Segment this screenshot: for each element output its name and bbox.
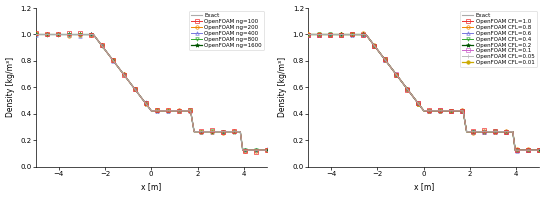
- Exact: [512, 149, 518, 151]
- Exact: [239, 149, 246, 151]
- Exact: [536, 149, 543, 151]
- Exact: [487, 130, 494, 133]
- Exact: [44, 33, 51, 36]
- Exact: [215, 130, 221, 133]
- Exact: [264, 149, 270, 151]
- Exact: [530, 149, 536, 151]
- Exact: [529, 149, 536, 151]
- Legend: Exact, OpenFOAM ng=100, OpenFOAM ng=200, OpenFOAM ng=400, OpenFOAM ng=800, OpenF: Exact, OpenFOAM ng=100, OpenFOAM ng=200,…: [189, 11, 264, 50]
- Line: Exact: Exact: [308, 34, 540, 150]
- Y-axis label: Density [kg/m³]: Density [kg/m³]: [5, 57, 15, 117]
- Exact: [138, 97, 145, 100]
- Exact: [145, 105, 152, 108]
- Exact: [305, 33, 311, 36]
- Exact: [257, 149, 263, 151]
- X-axis label: x [m]: x [m]: [141, 182, 161, 191]
- Y-axis label: Density [kg/m³]: Density [kg/m³]: [278, 57, 287, 117]
- X-axis label: x [m]: x [m]: [414, 182, 434, 191]
- Line: Exact: Exact: [35, 34, 267, 150]
- Exact: [317, 33, 323, 36]
- Exact: [32, 33, 39, 36]
- Exact: [411, 97, 417, 100]
- Exact: [257, 149, 264, 151]
- Exact: [417, 105, 424, 108]
- Legend: Exact, OpenFOAM CFL=1.0, OpenFOAM CFL=0.8, OpenFOAM CFL=0.6, OpenFOAM CFL=0.4, O: Exact, OpenFOAM CFL=1.0, OpenFOAM CFL=0.…: [460, 11, 537, 67]
